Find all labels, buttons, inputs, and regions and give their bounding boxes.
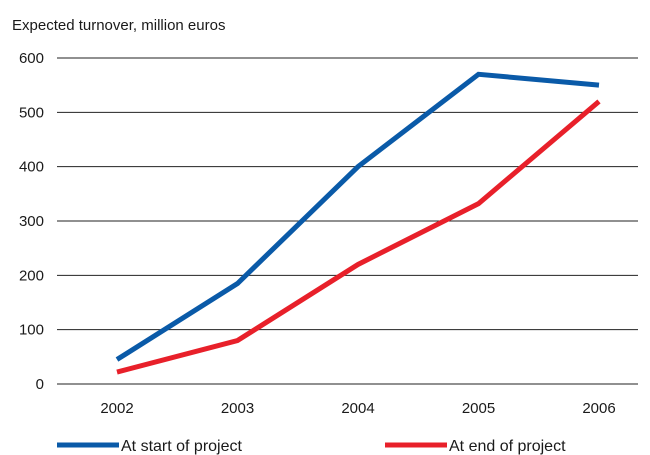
- legend-label: At start of project: [121, 438, 242, 455]
- series-line-2: [116, 99, 601, 375]
- y-tick-label: 200: [19, 267, 44, 284]
- legend-label: At end of project: [449, 438, 566, 455]
- x-tick-label: 2002: [100, 400, 133, 417]
- y-tick-label: 0: [36, 376, 44, 393]
- series-lines: [115, 71, 601, 375]
- y-tick-label: 500: [19, 104, 44, 121]
- gridlines: [57, 57, 638, 385]
- x-tick-label: 2006: [582, 400, 615, 417]
- x-tick-label: 2005: [462, 400, 495, 417]
- y-tick-label: 400: [19, 159, 44, 176]
- x-tick-labels: 2002 2003 2004 2005 2006: [100, 400, 615, 417]
- y-tick-label: 600: [19, 50, 44, 67]
- x-tick-label: 2004: [341, 400, 374, 417]
- y-tick-label: 100: [19, 322, 44, 339]
- series-line-1: [115, 71, 600, 362]
- legend: At start of project At end of project: [57, 438, 566, 455]
- y-axis-label: Expected turnover, million euros: [12, 17, 225, 34]
- y-tick-label: 300: [19, 213, 44, 230]
- x-tick-label: 2003: [221, 400, 254, 417]
- y-tick-labels: 0 100 200 300 400 500 600: [19, 50, 44, 393]
